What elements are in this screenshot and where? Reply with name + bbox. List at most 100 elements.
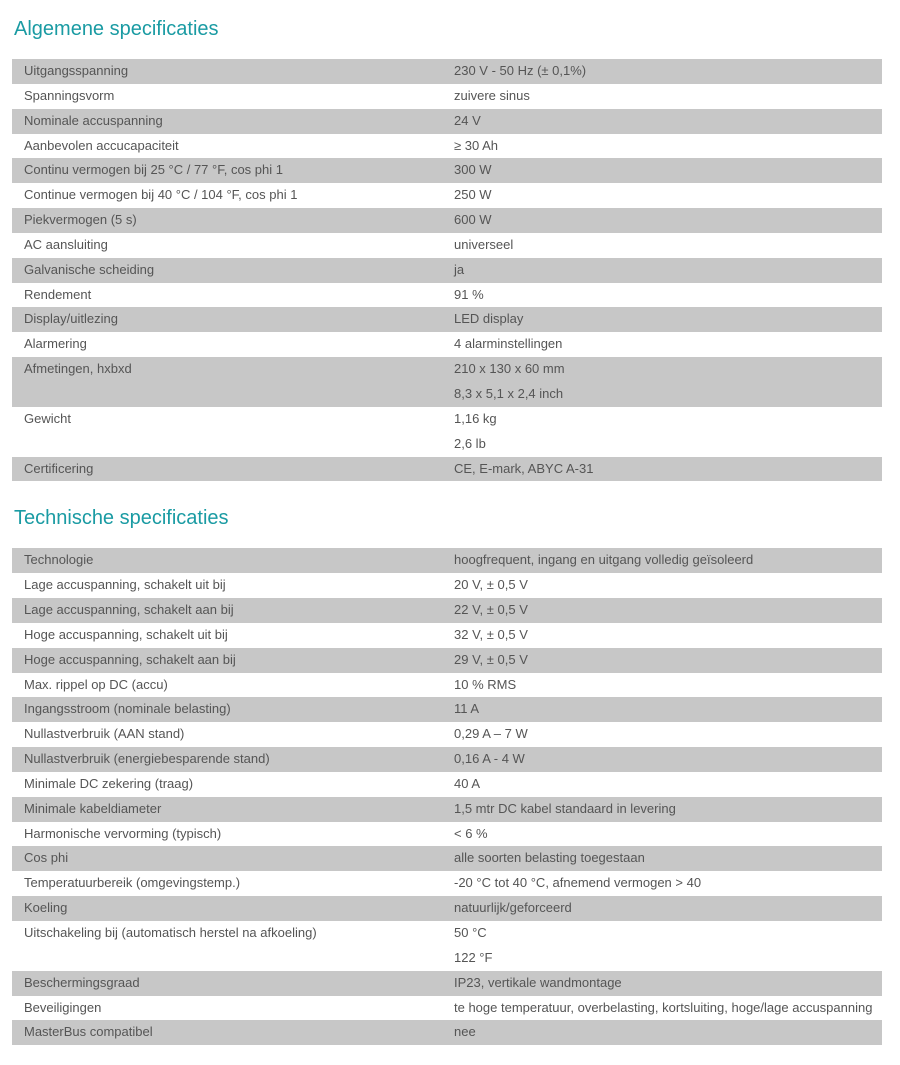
table-row: 122 °F: [12, 946, 882, 971]
spec-value: ≥ 30 Ah: [442, 134, 882, 159]
spec-label: [12, 432, 442, 457]
spec-label: Hoge accuspanning, schakelt aan bij: [12, 648, 442, 673]
table-row: Nullastverbruik (energiebesparende stand…: [12, 747, 882, 772]
spec-value: 1,5 mtr DC kabel standaard in levering: [442, 797, 882, 822]
spec-value: 22 V, ± 0,5 V: [442, 598, 882, 623]
spec-label: [12, 382, 442, 407]
spec-value: 300 W: [442, 158, 882, 183]
spec-value: -20 °C tot 40 °C, afnemend vermogen > 40: [442, 871, 882, 896]
spec-value: nee: [442, 1020, 882, 1045]
table-row: Continue vermogen bij 40 °C / 104 °F, co…: [12, 183, 882, 208]
table-row: Alarmering4 alarminstellingen: [12, 332, 882, 357]
spec-label: Cos phi: [12, 846, 442, 871]
section-title-general: Algemene specificaties: [14, 18, 896, 41]
spec-label: Max. rippel op DC (accu): [12, 673, 442, 698]
spec-value: 11 A: [442, 697, 882, 722]
spec-label: Uitgangsspanning: [12, 59, 442, 84]
table-row: BeschermingsgraadIP23, vertikale wandmon…: [12, 971, 882, 996]
spec-label: Afmetingen, hxbxd: [12, 357, 442, 382]
table-row: Minimale kabeldiameter1,5 mtr DC kabel s…: [12, 797, 882, 822]
table-row: Temperatuurbereik (omgevingstemp.)-20 °C…: [12, 871, 882, 896]
spec-label: Lage accuspanning, schakelt aan bij: [12, 598, 442, 623]
spec-label: Continu vermogen bij 25 °C / 77 °F, cos …: [12, 158, 442, 183]
table-row: 8,3 x 5,1 x 2,4 inch: [12, 382, 882, 407]
spec-label: Beveiligingen: [12, 996, 442, 1021]
table-row: Beveiligingente hoge temperatuur, overbe…: [12, 996, 882, 1021]
spec-value: 0,16 A - 4 W: [442, 747, 882, 772]
spec-value: te hoge temperatuur, overbelasting, kort…: [442, 996, 882, 1021]
spec-label: Hoge accuspanning, schakelt uit bij: [12, 623, 442, 648]
spec-label: Gewicht: [12, 407, 442, 432]
table-row: Nullastverbruik (AAN stand)0,29 A – 7 W: [12, 722, 882, 747]
spec-label: Nullastverbruik (AAN stand): [12, 722, 442, 747]
spec-value: zuivere sinus: [442, 84, 882, 109]
spec-label: Minimale DC zekering (traag): [12, 772, 442, 797]
table-row: Afmetingen, hxbxd210 x 130 x 60 mm: [12, 357, 882, 382]
table-row: Gewicht1,16 kg: [12, 407, 882, 432]
spec-value: hoogfrequent, ingang en uitgang volledig…: [442, 548, 882, 573]
spec-value: 24 V: [442, 109, 882, 134]
table-row: Max. rippel op DC (accu)10 % RMS: [12, 673, 882, 698]
spec-label: Galvanische scheiding: [12, 258, 442, 283]
spec-label: Alarmering: [12, 332, 442, 357]
spec-label: Ingangsstroom (nominale belasting): [12, 697, 442, 722]
table-row: Minimale DC zekering (traag)40 A: [12, 772, 882, 797]
table-row: MasterBus compatibelnee: [12, 1020, 882, 1045]
spec-value: 122 °F: [442, 946, 882, 971]
spec-label: Lage accuspanning, schakelt uit bij: [12, 573, 442, 598]
spec-value: 10 % RMS: [442, 673, 882, 698]
spec-label: Beschermingsgraad: [12, 971, 442, 996]
spec-label: Aanbevolen accucapaciteit: [12, 134, 442, 159]
spec-label: Uitschakeling bij (automatisch herstel n…: [12, 921, 442, 946]
spec-value: universeel: [442, 233, 882, 258]
spec-value: < 6 %: [442, 822, 882, 847]
section-title-technical: Technische specificaties: [14, 507, 896, 530]
spec-label: [12, 946, 442, 971]
spec-table-general: Uitgangsspanning230 V - 50 Hz (± 0,1%)Sp…: [12, 59, 882, 481]
spec-value: 50 °C: [442, 921, 882, 946]
spec-value: ja: [442, 258, 882, 283]
spec-value: 2,6 lb: [442, 432, 882, 457]
spec-value: alle soorten belasting toegestaan: [442, 846, 882, 871]
table-row: Technologiehoogfrequent, ingang en uitga…: [12, 548, 882, 573]
spec-value: 32 V, ± 0,5 V: [442, 623, 882, 648]
spec-label: Technologie: [12, 548, 442, 573]
spec-value: LED display: [442, 307, 882, 332]
spec-table-technical: Technologiehoogfrequent, ingang en uitga…: [12, 548, 882, 1045]
table-row: Harmonische vervorming (typisch)< 6 %: [12, 822, 882, 847]
spec-label: Display/uitlezing: [12, 307, 442, 332]
spec-label: Spanningsvorm: [12, 84, 442, 109]
table-row: Lage accuspanning, schakelt uit bij20 V,…: [12, 573, 882, 598]
spec-label: MasterBus compatibel: [12, 1020, 442, 1045]
spec-value: CE, E-mark, ABYC A-31: [442, 457, 882, 482]
spec-label: Rendement: [12, 283, 442, 308]
table-row: Rendement91 %: [12, 283, 882, 308]
spec-value: 0,29 A – 7 W: [442, 722, 882, 747]
spec-value: 4 alarminstellingen: [442, 332, 882, 357]
table-row: Display/uitlezingLED display: [12, 307, 882, 332]
table-row: Continu vermogen bij 25 °C / 77 °F, cos …: [12, 158, 882, 183]
table-row: AC aansluitinguniverseel: [12, 233, 882, 258]
spec-label: Nominale accuspanning: [12, 109, 442, 134]
spec-label: Piekvermogen (5 s): [12, 208, 442, 233]
table-row: 2,6 lb: [12, 432, 882, 457]
table-row: CertificeringCE, E-mark, ABYC A-31: [12, 457, 882, 482]
table-row: Spanningsvormzuivere sinus: [12, 84, 882, 109]
table-row: Galvanische scheidingja: [12, 258, 882, 283]
spec-value: 29 V, ± 0,5 V: [442, 648, 882, 673]
spec-label: Minimale kabeldiameter: [12, 797, 442, 822]
table-row: Hoge accuspanning, schakelt uit bij32 V,…: [12, 623, 882, 648]
table-row: Aanbevolen accucapaciteit≥ 30 Ah: [12, 134, 882, 159]
spec-label: Temperatuurbereik (omgevingstemp.): [12, 871, 442, 896]
spec-value: 8,3 x 5,1 x 2,4 inch: [442, 382, 882, 407]
spec-value: 230 V - 50 Hz (± 0,1%): [442, 59, 882, 84]
table-row: Piekvermogen (5 s)600 W: [12, 208, 882, 233]
spec-label: Continue vermogen bij 40 °C / 104 °F, co…: [12, 183, 442, 208]
spec-value: 40 A: [442, 772, 882, 797]
table-row: Cos phialle soorten belasting toegestaan: [12, 846, 882, 871]
table-row: Nominale accuspanning24 V: [12, 109, 882, 134]
spec-value: 20 V, ± 0,5 V: [442, 573, 882, 598]
spec-label: Nullastverbruik (energiebesparende stand…: [12, 747, 442, 772]
table-row: Uitgangsspanning230 V - 50 Hz (± 0,1%): [12, 59, 882, 84]
spec-value: 210 x 130 x 60 mm: [442, 357, 882, 382]
